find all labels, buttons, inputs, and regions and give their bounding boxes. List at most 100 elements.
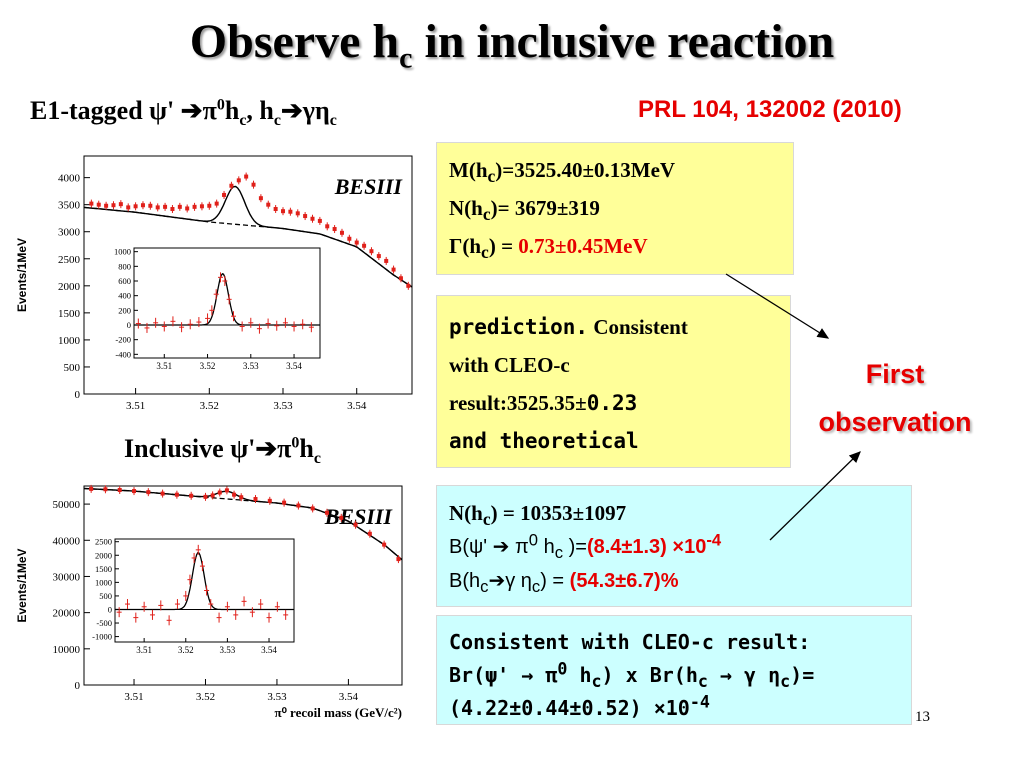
data-point (96, 202, 101, 207)
y-tick-label: 0 (75, 680, 81, 692)
data-point (111, 203, 116, 208)
first-observation-callout: First observation (795, 350, 995, 446)
data-point (396, 557, 401, 562)
data-point (362, 243, 367, 248)
y-tick-label: 2000 (58, 281, 81, 293)
inset-frame (133, 247, 321, 359)
inclusive-recoil-mass-plot: Events/1MeV 0 10000 20000 30000 40000 50000 3.5… (12, 480, 417, 730)
cleo-comparison-box: Consistent with CLEO-c result: Br(ψ' → π… (436, 615, 912, 725)
inset-x-tick-label: 3.52 (200, 361, 216, 371)
data-point (384, 258, 389, 263)
data-point (303, 214, 308, 219)
data-point (281, 209, 286, 214)
data-point (104, 203, 109, 208)
data-point (367, 531, 372, 536)
x-tick-label: 3.54 (347, 400, 367, 412)
data-point (391, 267, 396, 272)
y-axis-label: Events/1MeV (15, 238, 29, 312)
prediction-line-1: prediction. Consistent (449, 315, 688, 339)
y-tick-label: 500 (64, 362, 81, 374)
data-point (317, 218, 322, 223)
experiment-label: BESIII (334, 174, 404, 199)
data-point (251, 182, 256, 187)
inset-x-tick-label: 3.52 (178, 645, 194, 655)
data-point (244, 174, 249, 179)
data-point (310, 506, 315, 511)
inclusive-yield-line: N(hc) = 10353±1097 (449, 501, 627, 530)
inset-y-tick-label: -400 (115, 349, 131, 359)
plot-frame (83, 485, 403, 686)
data-point (148, 203, 153, 208)
y-tick-label: 50000 (53, 499, 81, 511)
branching-ratio-line-1: B(ψ' ➔ π0 hc )=(8.4±1.3) ×10-4 (449, 530, 722, 562)
x-tick-label: 3.51 (124, 691, 143, 703)
data-point (203, 494, 208, 499)
inset-x-tick-label: 3.53 (220, 645, 236, 655)
y-tick-label: 10000 (53, 644, 81, 656)
inset-x-tick-label: 3.51 (136, 645, 152, 655)
hc-yield-line: N(hc)= 3679±319 (449, 196, 600, 225)
data-point (229, 183, 234, 188)
data-point (118, 202, 123, 207)
data-point (353, 522, 358, 527)
prediction-line-2: with CLEO-c (449, 353, 570, 377)
data-point (199, 204, 204, 209)
data-point (382, 542, 387, 547)
data-point (224, 488, 229, 493)
data-point (210, 493, 215, 498)
data-point (406, 283, 411, 288)
data-point (253, 497, 258, 502)
data-point (295, 211, 300, 216)
data-point (369, 249, 374, 254)
inclusive-heading: Inclusive ψ'➔π0hc (124, 434, 321, 468)
data-point (288, 209, 293, 214)
inset-y-tick-label: 500 (99, 591, 112, 601)
y-tick-label: 30000 (53, 571, 81, 583)
y-tick-label: 20000 (53, 608, 81, 620)
data-point (266, 202, 271, 207)
y-tick-label: 0 (75, 389, 81, 401)
y-tick-label: 4000 (58, 173, 81, 185)
data-point (325, 224, 330, 229)
hc-mass-line: M(hc)=3525.40±0.13MeV (449, 158, 676, 187)
data-point (155, 205, 160, 210)
inset-y-tick-label: 1000 (114, 247, 131, 257)
x-axis-label: π⁰ recoil mass (GeV/c²) (274, 705, 402, 720)
data-point (146, 490, 151, 495)
branching-ratio-line-2: B(hc➔γ ηc) = (54.3±6.7)% (449, 570, 679, 596)
data-point (126, 205, 131, 210)
inset-x-tick-label: 3.54 (286, 361, 302, 371)
data-point (89, 486, 94, 491)
data-point (170, 207, 175, 212)
fit-curve (83, 185, 413, 288)
cleo-line-3: (4.22±0.44±0.52) ×10-4 (449, 692, 710, 720)
cleo-line-1: Consistent with CLEO-c result: (449, 630, 811, 654)
inset-y-tick-label: 0 (127, 320, 131, 330)
data-point (354, 240, 359, 245)
x-tick-label: 3.53 (273, 400, 293, 412)
inset-x-tick-label: 3.54 (261, 645, 277, 655)
prediction-consistency-box: prediction. Consistent with CLEO-c resul… (436, 295, 791, 468)
inset-y-tick-label: 1000 (95, 577, 112, 587)
data-point (339, 230, 344, 235)
data-point (282, 500, 287, 505)
inset-y-tick-label: -1000 (92, 632, 112, 642)
data-point (103, 487, 108, 492)
x-tick-label: 3.52 (200, 400, 219, 412)
y-tick-label: 3000 (58, 227, 81, 239)
reference-citation: PRL 104, 132002 (2010) (638, 96, 902, 123)
inset-x-tick-label: 3.51 (156, 361, 172, 371)
data-point (140, 203, 145, 208)
inset-y-tick-label: 800 (118, 261, 131, 271)
y-tick-label: 1500 (58, 308, 81, 320)
inset-y-tick-label: 2000 (95, 550, 112, 560)
data-point (332, 227, 337, 232)
y-axis-label: Events/1MeV (15, 548, 29, 622)
inset-y-tick-label: -200 (115, 335, 131, 345)
x-tick-label: 3.53 (267, 691, 287, 703)
y-tick-label: 40000 (53, 535, 81, 547)
data-point (214, 201, 219, 206)
cleo-line-2: Br(ψ' → π0 hc) x Br(hc → γ ηc)= (449, 659, 815, 691)
data-point (132, 489, 137, 494)
